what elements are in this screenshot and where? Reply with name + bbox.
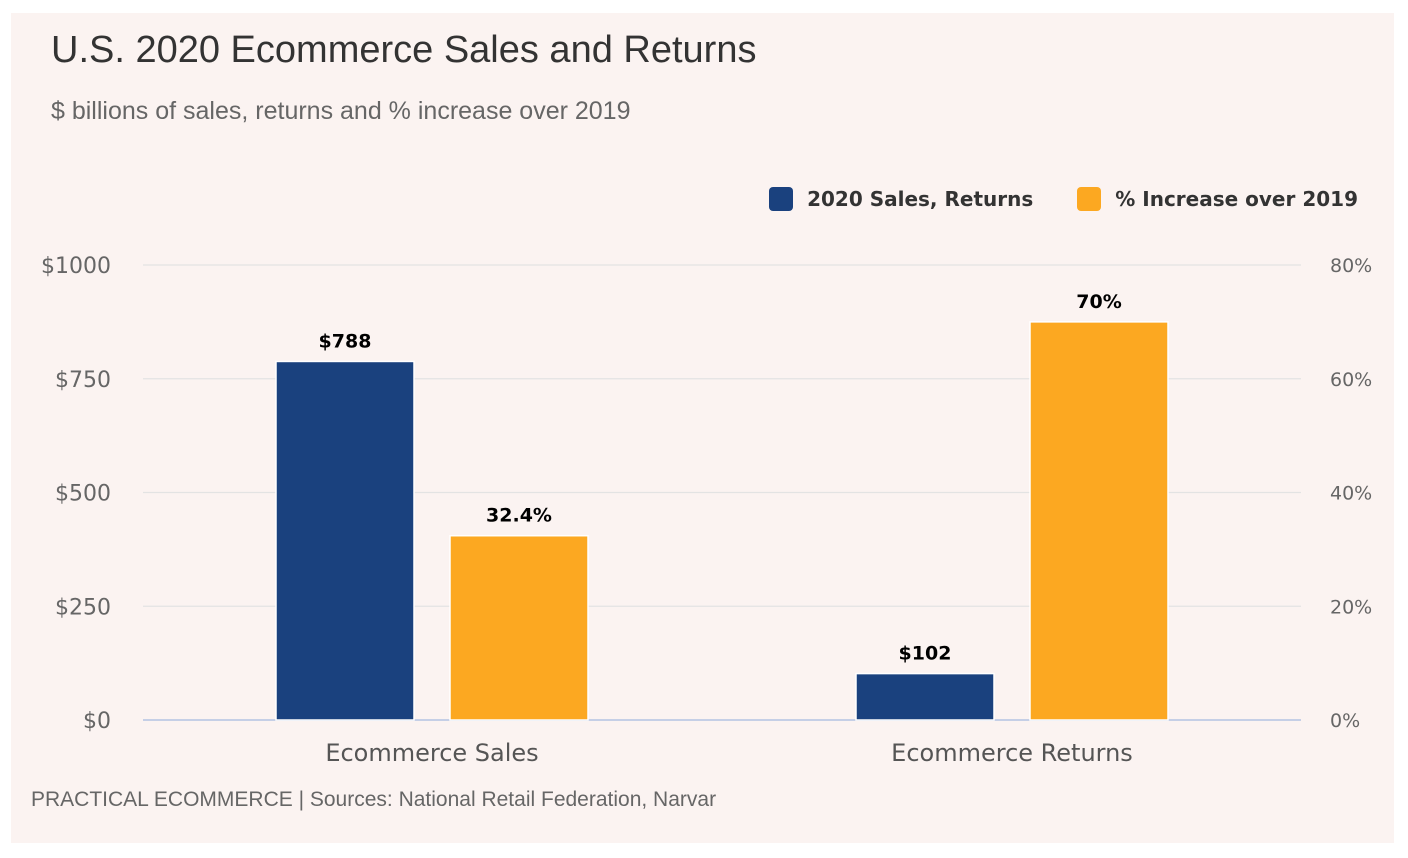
bars (275, 321, 1169, 721)
category-label: Ecommerce Returns (891, 739, 1133, 767)
data-labels: $788 32.4% $102 70% (319, 291, 1122, 665)
legend-swatch-sales (769, 187, 794, 211)
right-tick-label: 80% (1330, 255, 1372, 277)
legend-label-sales: 2020 Sales, Returns (807, 187, 1034, 211)
right-tick-label: 0% (1330, 710, 1360, 732)
category-label: Ecommerce Sales (325, 739, 538, 767)
data-label: $788 (319, 330, 372, 352)
data-label: 70% (1076, 291, 1121, 313)
left-tick-label: $500 (55, 482, 111, 507)
bar-sales-returns-0[interactable] (275, 360, 415, 721)
data-label: $102 (899, 643, 952, 665)
left-tick-label: $1000 (41, 254, 111, 279)
right-tick-label: 20% (1330, 596, 1372, 618)
chart-title: U.S. 2020 Ecommerce Sales and Returns (51, 29, 757, 71)
chart-subtitle: $ billions of sales, returns and % incre… (51, 97, 631, 125)
left-tick-label: $0 (83, 709, 111, 734)
left-tick-label: $250 (55, 595, 111, 620)
legend-item-increase[interactable]: % Increase over 2019 (1077, 187, 1358, 211)
legend-swatch-increase (1077, 187, 1102, 211)
chart-source: PRACTICAL ECOMMERCE | Sources: National … (31, 788, 717, 811)
left-axis-ticks: $0 $250 $500 $750 $1000 (41, 254, 111, 734)
bar-sales-returns-1[interactable] (855, 672, 995, 721)
right-axis-ticks: 0% 20% 40% 60% 80% (1330, 255, 1372, 732)
right-tick-label: 60% (1330, 369, 1372, 391)
bar-increase-0[interactable] (449, 534, 589, 721)
data-label: 32.4% (486, 505, 552, 527)
chart-legend: 2020 Sales, Returns % Increase over 2019 (725, 187, 1358, 211)
legend-label-increase: % Increase over 2019 (1115, 187, 1358, 211)
category-labels: Ecommerce Sales Ecommerce Returns (325, 739, 1133, 767)
right-tick-label: 40% (1330, 483, 1372, 505)
bar-increase-1[interactable] (1029, 321, 1169, 721)
legend-item-sales[interactable]: 2020 Sales, Returns (769, 187, 1033, 211)
left-tick-label: $750 (55, 368, 111, 393)
